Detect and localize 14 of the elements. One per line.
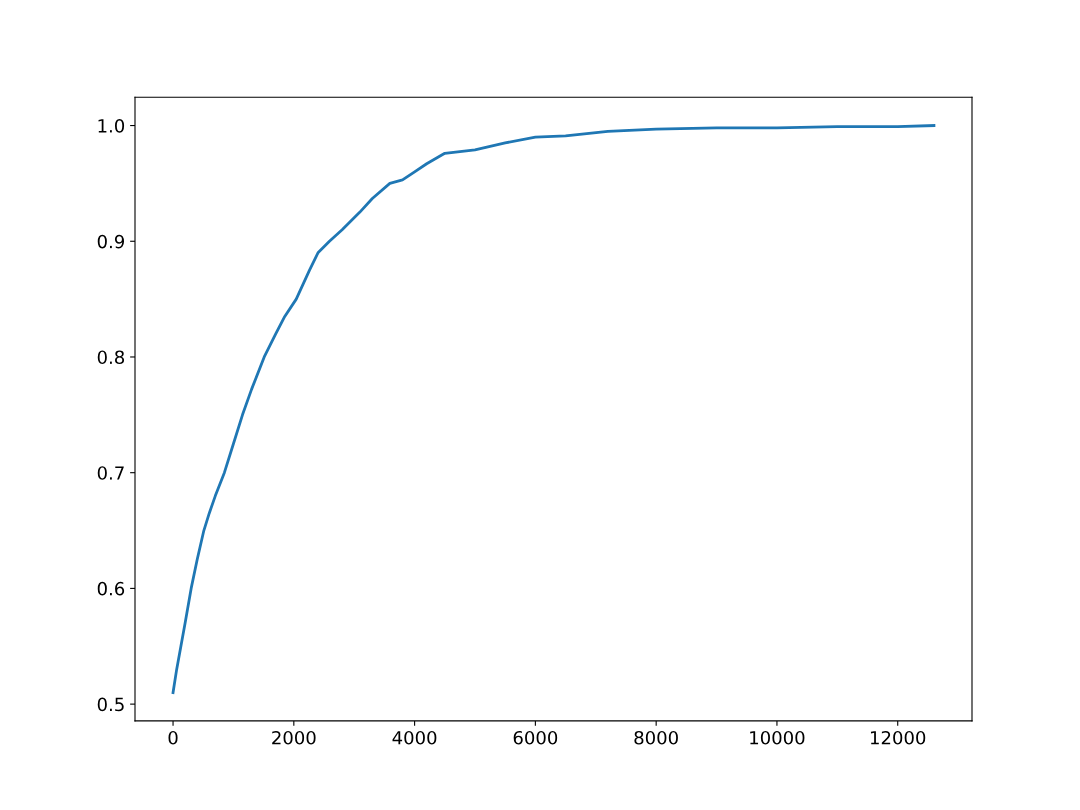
- x-tick-label: 4000: [392, 730, 437, 745]
- x-tick-label: 0: [168, 730, 178, 745]
- x-tick-label: 8000: [634, 730, 678, 745]
- y-tick-label: 0.6: [97, 581, 125, 596]
- line-series: [171, 124, 936, 694]
- y-tick-label: 0.8: [97, 350, 125, 365]
- x-tick-label: 12000: [870, 730, 926, 745]
- y-tick-label: 0.7: [97, 466, 124, 480]
- y-tick-label: 0.9: [97, 234, 125, 249]
- y-tick-label: 1.0: [98, 119, 125, 133]
- y-tick-label: 0.5: [97, 697, 124, 712]
- x-tick-label: 6000: [513, 730, 558, 745]
- x-tick-label: 2000: [272, 730, 316, 745]
- x-tick-label: 10000: [750, 730, 805, 745]
